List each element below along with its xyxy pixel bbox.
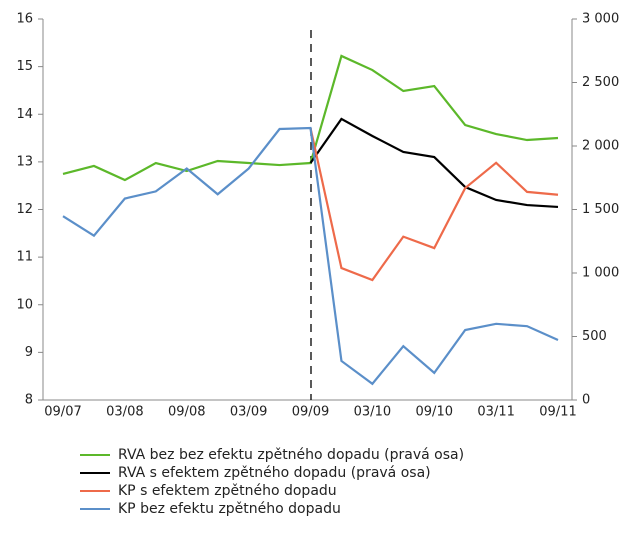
y-tick-label: 8 (25, 393, 33, 408)
y-tick-label: 11 (16, 250, 33, 265)
x-tick-label: 09/08 (168, 405, 205, 420)
legend-item: RVA bez bez efektu zpětného dopadu (prav… (80, 446, 464, 464)
y2-tick-label: 1 000 (582, 266, 619, 281)
y-tick-label: 15 (16, 59, 33, 74)
series-line (309, 127, 559, 282)
legend-swatch (80, 490, 110, 492)
y2-tick-label: 2 500 (582, 75, 619, 90)
y2-tick-label: 0 (582, 393, 590, 408)
y-tick-label: 13 (16, 154, 33, 169)
x-tick-label: 03/11 (477, 405, 514, 420)
legend-label: RVA bez bez efektu zpětného dopadu (prav… (118, 447, 465, 463)
x-tick-label: 03/08 (106, 405, 143, 420)
x-tick-label: 03/10 (354, 405, 391, 420)
series-line (309, 117, 559, 209)
x-tick-label: 09/11 (539, 405, 576, 420)
x-tick-label: 09/07 (44, 405, 81, 420)
y-tick-label: 12 (16, 202, 33, 217)
y2-tick-label: 3 000 (582, 12, 619, 27)
legend-swatch (80, 508, 110, 510)
legend-label: KP bez efektu zpětného dopadu (118, 501, 341, 517)
y2-tick-label: 1 500 (582, 202, 619, 217)
series-line (62, 126, 559, 386)
y-tick-label: 14 (16, 107, 33, 122)
y-tick-label: 16 (16, 12, 33, 27)
legend-label: RVA s efektem zpětného dopadu (pravá osa… (118, 465, 431, 481)
y2-tick-label: 500 (582, 329, 607, 344)
legend-label: KP s efektem zpětného dopadu (118, 483, 337, 499)
chart: 8 9 10 11 12 13 14 15 16 0 500 1 000 1 500 2 000 2 500… (16, 12, 619, 420)
x-tick-label: 09/10 (416, 405, 453, 420)
legend-item: RVA s efektem zpětného dopadu (pravá osa… (80, 464, 464, 482)
legend-item: KP bez efektu zpětného dopadu (80, 500, 464, 518)
x-tick-label: 09/09 (292, 405, 329, 420)
legend-swatch (80, 454, 110, 456)
legend-item: KP s efektem zpětného dopadu (80, 482, 464, 500)
legend: RVA bez bez efektu zpětného dopadu (prav… (80, 446, 464, 518)
y-tick-label: 10 (16, 297, 33, 312)
y-tick-label: 9 (25, 345, 33, 360)
y2-tick-label: 2 000 (582, 139, 619, 154)
x-tick-label: 03/09 (230, 405, 267, 420)
legend-swatch (80, 472, 110, 474)
